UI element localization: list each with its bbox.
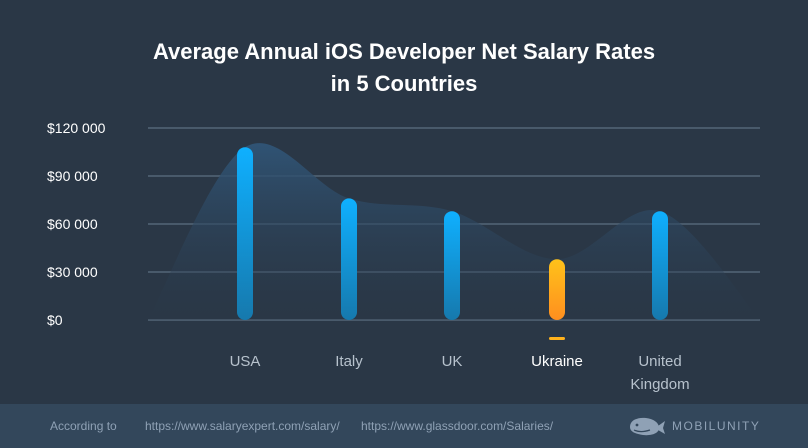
- chart-title-line-2: in 5 Countries: [330, 71, 478, 96]
- y-tick-label-1: $90 000: [47, 168, 98, 184]
- chart-title: Average Annual iOS Developer Net Salary …: [0, 36, 808, 100]
- whale-icon: [630, 417, 665, 436]
- y-tick-label-3: $30 000: [47, 264, 98, 280]
- category-label-4-line-0: United: [638, 353, 681, 370]
- category-label-4-line-1: Kingdom: [630, 376, 689, 393]
- highlight-marker: [549, 337, 565, 340]
- bar-3: [549, 259, 565, 320]
- category-label-1: Italy: [335, 353, 363, 370]
- chart-title-line-1: Average Annual iOS Developer Net Salary …: [152, 39, 656, 64]
- source-link-salaryexpert[interactable]: https://www.salaryexpert.com/salary/: [145, 419, 340, 433]
- brand-name: MOBILUNITY: [672, 419, 761, 433]
- source-link-glassdoor[interactable]: https://www.glassdoor.com/Salaries/: [361, 419, 554, 433]
- footer: According to https://www.salaryexpert.co…: [0, 404, 808, 448]
- y-tick-label-4: $0: [47, 312, 63, 328]
- bar-0: [237, 147, 253, 320]
- brand-logo: MOBILUNITY: [628, 414, 760, 438]
- category-label-0: USA: [230, 353, 261, 370]
- bar-1: [341, 198, 357, 320]
- bar-4: [652, 211, 668, 320]
- according-to-label: According to: [50, 419, 117, 433]
- category-label-2: UK: [442, 353, 463, 370]
- bar-chart: $120 000 $90 000 $60 000 $30 000 $0 USA Italy U…: [47, 120, 760, 393]
- y-tick-label-2: $60 000: [47, 216, 98, 232]
- category-label-3: Ukraine: [531, 353, 583, 370]
- y-tick-label-0: $120 000: [47, 120, 106, 136]
- bar-2: [444, 211, 460, 320]
